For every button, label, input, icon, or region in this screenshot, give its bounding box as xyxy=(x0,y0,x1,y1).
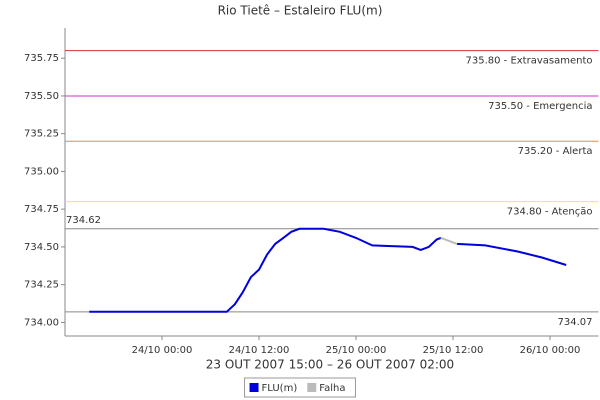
x-tick-label: 24/10 00:00 xyxy=(132,345,193,356)
x-tick-label: 26/10 00:00 xyxy=(520,345,581,356)
y-tick-label: 734.00 xyxy=(24,317,59,328)
reference-label: 735.50 - Emergencia xyxy=(488,101,592,112)
x-tick-label: 25/10 00:00 xyxy=(326,345,387,356)
x-axis-label: 23 OUT 2007 15:00 – 26 OUT 2007 02:00 xyxy=(206,358,454,372)
legend-label: Falha xyxy=(319,383,345,394)
reference-label: 734.80 - Atenção xyxy=(507,207,593,218)
y-tick-label: 735.25 xyxy=(24,129,59,140)
legend-swatch xyxy=(249,383,259,392)
reference-label: 734.62 xyxy=(66,215,101,226)
chart-title: Rio Tietê – Estaleiro FLU(m) xyxy=(218,4,383,18)
reference-label: 735.20 - Alerta xyxy=(518,146,593,157)
reference-label: 735.80 - Extravasamento xyxy=(465,56,592,67)
reference-label: 734.07 xyxy=(558,317,593,328)
x-tick-label: 25/10 12:00 xyxy=(423,345,484,356)
y-tick-label: 734.50 xyxy=(24,242,59,253)
y-tick-label: 734.75 xyxy=(24,204,59,215)
series-line xyxy=(440,236,458,245)
series-line xyxy=(89,227,442,313)
y-tick-label: 734.25 xyxy=(24,280,59,291)
legend-label: FLU(m) xyxy=(262,383,298,394)
y-tick-label: 735.50 xyxy=(24,91,59,102)
legend-swatch xyxy=(307,383,317,392)
y-tick-label: 735.00 xyxy=(24,166,59,177)
series-line xyxy=(456,242,567,266)
legend-box xyxy=(244,377,356,398)
y-tick-label: 735.75 xyxy=(24,53,59,64)
legend: FLU(m) Falha xyxy=(244,377,356,398)
x-tick-label: 24/10 12:00 xyxy=(229,345,290,356)
